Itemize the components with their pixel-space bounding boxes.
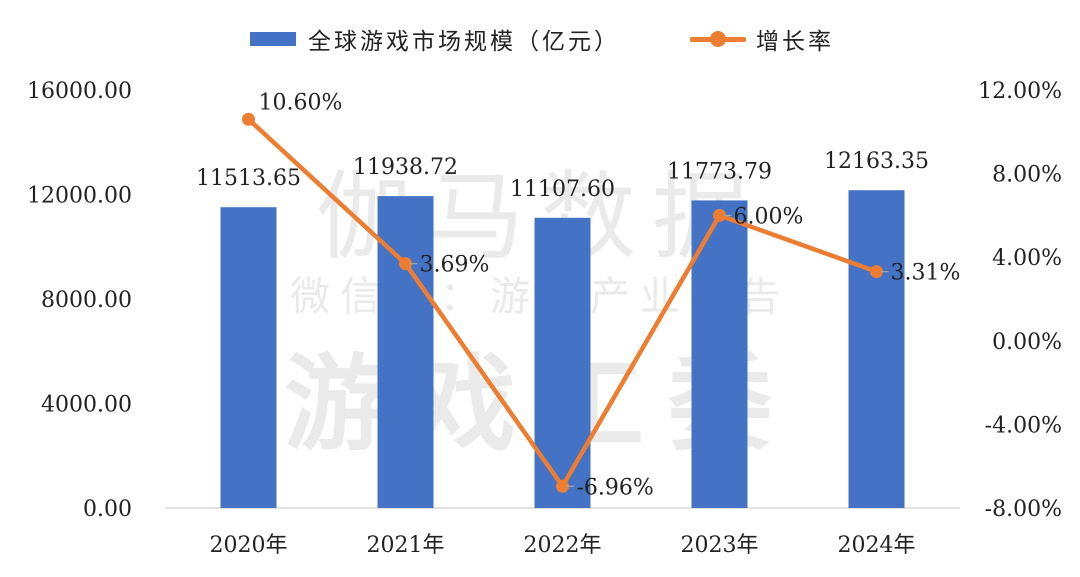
x-axis-tick-label: 2021年 xyxy=(367,533,445,558)
watermark-brand: 游戏工委 xyxy=(284,343,796,465)
growth-rate-point xyxy=(713,208,726,222)
growth-rate-point xyxy=(399,257,412,271)
bar-market-size xyxy=(534,217,591,508)
left-axis-tick-label: 0.00 xyxy=(83,497,132,522)
right-axis-tick-label: -4.00% xyxy=(985,413,1062,438)
bar-data-label: 11513.65 xyxy=(196,166,301,191)
left-axis-tick-label: 16000.00 xyxy=(27,79,132,104)
bar-data-label: 11773.79 xyxy=(667,159,772,184)
growth-rate-point xyxy=(556,479,569,493)
growth-data-label: 10.60% xyxy=(259,90,343,115)
legend-line-swatch xyxy=(690,29,746,49)
growth-data-label: 3.31% xyxy=(891,261,961,286)
growth-data-label: 6.00% xyxy=(734,204,804,229)
left-axis-tick-label: 12000.00 xyxy=(27,184,132,209)
growth-rate-point xyxy=(242,112,255,126)
bar-data-label: 11938.72 xyxy=(353,155,458,180)
left-axis-tick-label: 4000.00 xyxy=(41,393,132,418)
growth-data-label: 3.69% xyxy=(420,253,490,278)
legend-label-market-size: 全球游戏市场规模（亿元） xyxy=(308,29,620,55)
right-axis-tick-label: 0.00% xyxy=(992,330,1062,355)
legend-label-growth-rate: 增长率 xyxy=(756,29,834,55)
bar-data-label: 11107.60 xyxy=(510,177,615,202)
right-axis-tick-label: 4.00% xyxy=(992,246,1062,271)
bar-data-label: 12163.35 xyxy=(824,149,929,174)
x-axis-tick-label: 2024年 xyxy=(838,533,916,558)
bar-market-size xyxy=(848,190,905,508)
bar-market-size xyxy=(220,207,277,509)
chart-legend: 全球游戏市场规模（亿元） 增长率 xyxy=(0,22,1080,56)
x-axis-tick-label: 2020年 xyxy=(210,533,288,558)
legend-bar-swatch xyxy=(250,32,296,46)
right-axis-tick-label: -8.00% xyxy=(985,497,1062,522)
right-axis-tick-label: 8.00% xyxy=(992,163,1062,188)
x-axis-tick-label: 2023年 xyxy=(681,533,759,558)
x-axis-tick-label: 2022年 xyxy=(524,533,602,558)
growth-data-label: -6.96% xyxy=(577,475,654,500)
legend-item-market-size: 全球游戏市场规模（亿元） xyxy=(250,22,620,56)
growth-rate-point xyxy=(870,265,883,279)
right-axis-tick-label: 12.00% xyxy=(978,79,1062,104)
legend-item-growth-rate: 增长率 xyxy=(690,22,834,56)
left-axis-tick-label: 8000.00 xyxy=(41,288,132,313)
